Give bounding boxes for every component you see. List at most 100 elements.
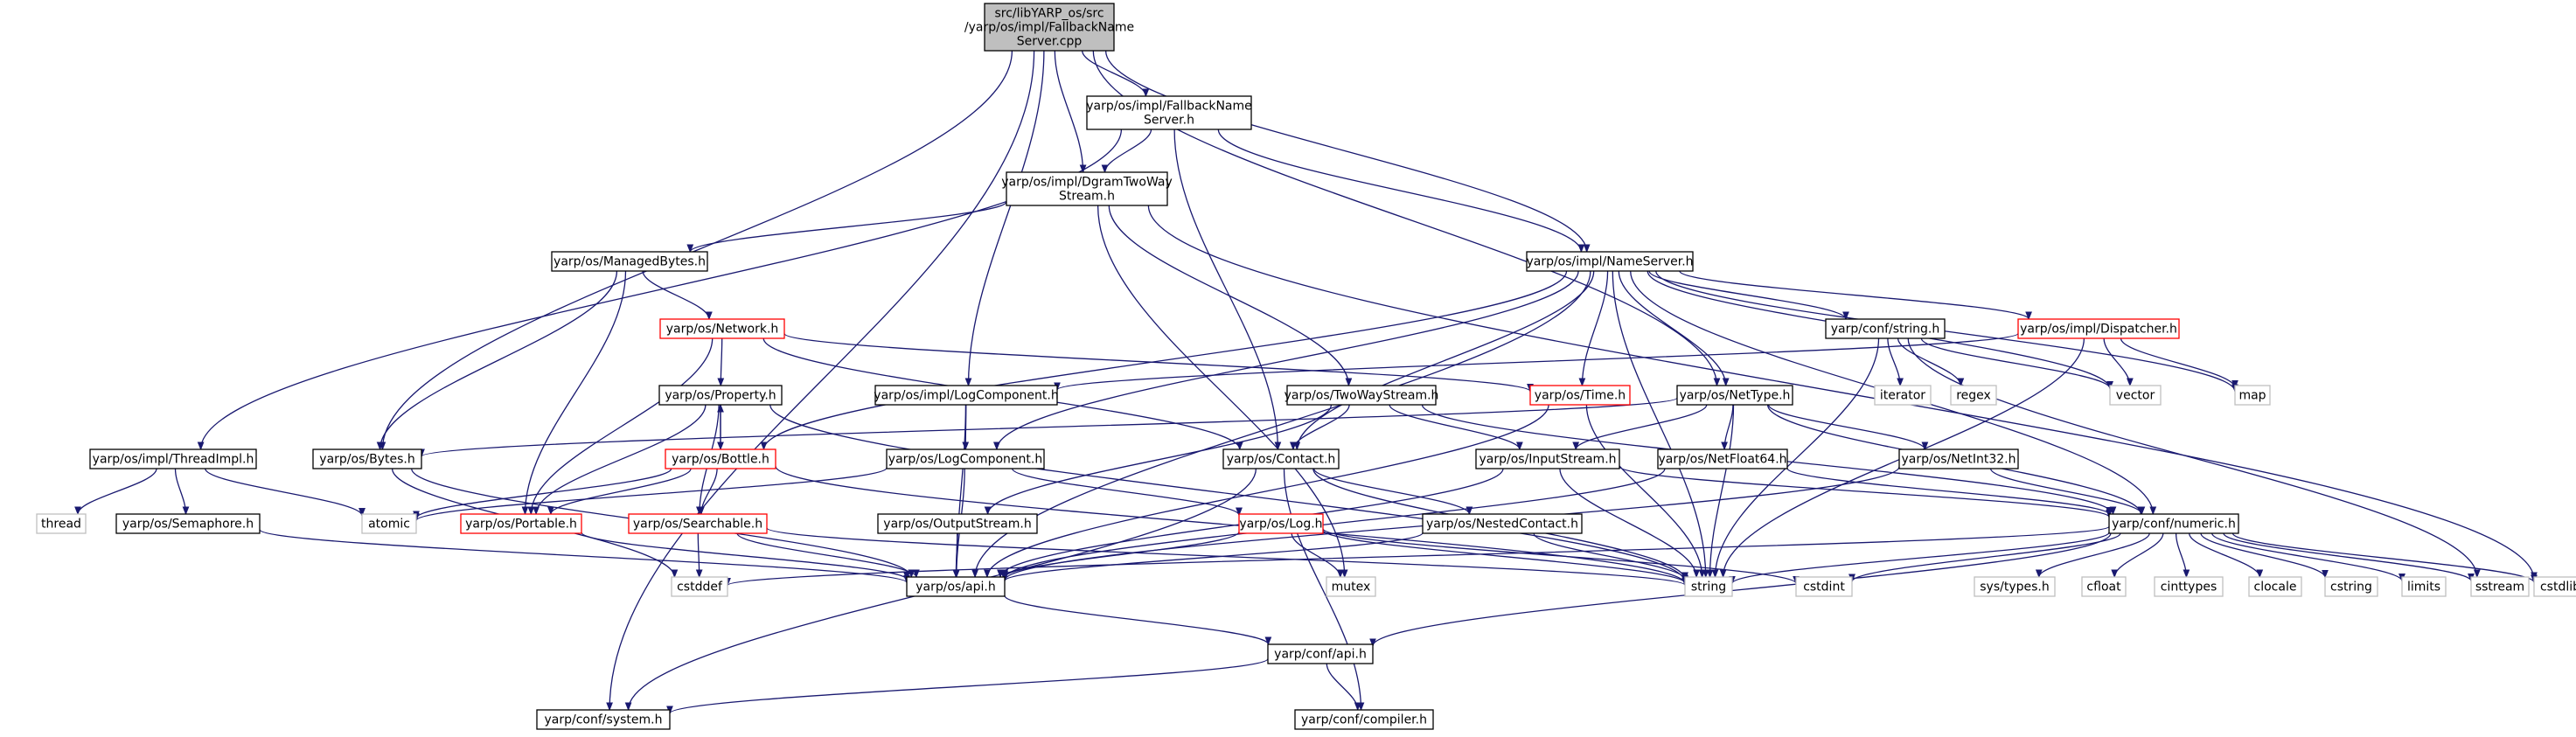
edge-time-to-string — [1585, 404, 1702, 577]
edge-nettype-to-bytes — [421, 397, 1678, 456]
node-threadimpl[interactable]: yarp/os/impl/ThreadImpl.h — [89, 448, 257, 469]
node-searchable[interactable]: yarp/os/Searchable.h — [628, 513, 768, 534]
node-label-bytes: yarp/os/Bytes.h — [319, 453, 414, 467]
node-bytes[interactable]: yarp/os/Bytes.h — [312, 448, 422, 469]
node-nestedcontact[interactable]: yarp/os/NestedContact.h — [1422, 513, 1583, 534]
node-cinttypes: cinttypes — [2154, 576, 2224, 597]
node-property[interactable]: yarp/os/Property.h — [658, 385, 783, 406]
node-box-threadimpl — [89, 448, 257, 469]
node-label-regex: regex — [1956, 389, 1991, 403]
edge-netint32-to-numeric — [1989, 468, 2142, 514]
node-netfloat64[interactable]: yarp/os/NetFloat64.h — [1657, 448, 1788, 469]
node-box-string — [1684, 576, 1733, 597]
node-box-atomic — [361, 513, 417, 534]
edge-numeric-to-cfloat — [2114, 532, 2164, 577]
edge-logcomp-to-log — [1012, 468, 1239, 515]
edge-log-to-api — [1005, 531, 1240, 578]
edge-property-to-portable — [536, 404, 707, 514]
node-confsystem[interactable]: yarp/conf/system.h — [536, 709, 671, 730]
node-label-api: yarp/os/api.h — [916, 581, 995, 594]
edge-threadimpl-to-semaphore — [174, 468, 186, 514]
node-root[interactable]: src/libYARP_os/src/yarp/os/impl/Fallback… — [964, 3, 1134, 52]
edge-twowaystream-to-outputstream — [988, 404, 1333, 514]
node-log[interactable]: yarp/os/Log.h — [1238, 513, 1324, 534]
edge-netfloat64-to-api — [1005, 468, 1666, 579]
edge-outputstream-to-api — [956, 532, 957, 577]
node-cstring: cstring — [2324, 576, 2378, 597]
node-box-dgram — [1006, 171, 1168, 206]
node-label-clocale: clocale — [2254, 581, 2297, 594]
node-box-log — [1238, 513, 1324, 534]
edge-nettype-to-string — [1710, 404, 1735, 577]
edge-root-to-dgram — [1054, 50, 1083, 172]
edge-numeric-to-limits — [2211, 532, 2402, 581]
node-managedbytes[interactable]: yarp/os/ManagedBytes.h — [551, 251, 708, 272]
node-confapi[interactable]: yarp/conf/api.h — [1267, 643, 1374, 664]
edge-twowaystream-to-inputstream — [1389, 404, 1520, 449]
node-time[interactable]: yarp/os/Time.h — [1529, 385, 1631, 406]
node-bottle[interactable]: yarp/os/Bottle.h — [665, 448, 776, 469]
edge-nameserver-to-confstring — [1648, 270, 1846, 319]
edge-dgram-to-twowaystream — [1108, 205, 1348, 386]
edge-log-to-mutex — [1291, 532, 1340, 577]
node-label-property: yarp/os/Property.h — [665, 389, 776, 403]
edge-numeric-to-cinttypes — [2175, 532, 2187, 577]
edge-fallback_h-to-dgram — [1105, 129, 1152, 172]
node-network[interactable]: yarp/os/Network.h — [659, 318, 785, 339]
node-atomic: atomic — [361, 513, 417, 534]
node-numeric[interactable]: yarp/conf/numeric.h — [2108, 513, 2239, 534]
edge-numeric-to-clocale — [2189, 532, 2260, 577]
node-box-iterator — [1874, 385, 1932, 406]
node-label-cstring: cstring — [2330, 581, 2372, 594]
node-semaphore[interactable]: yarp/os/Semaphore.h — [115, 513, 261, 534]
node-box-mutex — [1326, 576, 1376, 597]
edge-confstring-to-vector — [1920, 337, 2110, 388]
node-layer: src/libYARP_os/src/yarp/os/impl/Fallback… — [36, 3, 2576, 730]
node-box-property — [658, 385, 783, 406]
node-confcompiler[interactable]: yarp/conf/compiler.h — [1294, 709, 1434, 730]
node-label-limits: limits — [2407, 581, 2440, 594]
node-dispatcher[interactable]: yarp/os/impl/Dispatcher.h — [2017, 318, 2180, 339]
edge-nameserver-to-logcomp — [997, 270, 1579, 449]
node-label-root-line-1: src/libYARP_os/src — [994, 7, 1104, 21]
node-label-sstream: sstream — [2475, 581, 2524, 594]
node-twowaystream[interactable]: yarp/os/TwoWayStream.h — [1285, 385, 1439, 406]
edge-confstring-to-sstream — [1907, 337, 2477, 577]
node-label-confsystem: yarp/conf/system.h — [545, 713, 663, 727]
node-box-logcomp_impl — [874, 385, 1058, 406]
node-portable[interactable]: yarp/os/Portable.h — [460, 513, 582, 534]
node-label-fallback_h-line-1: yarp/os/impl/FallbackName — [1086, 100, 1252, 114]
node-api[interactable]: yarp/os/api.h — [906, 576, 1006, 597]
edge-nameserver-to-bottle — [764, 270, 1568, 449]
node-nettype[interactable]: yarp/os/NetType.h — [1676, 385, 1793, 406]
node-logcomp[interactable]: yarp/os/LogComponent.h — [886, 448, 1045, 469]
edge-dispatcher-to-logcomp_impl — [1057, 332, 2019, 390]
node-logcomp_impl[interactable]: yarp/os/impl/LogComponent.h — [874, 385, 1059, 406]
node-confstring[interactable]: yarp/conf/string.h — [1825, 318, 1946, 339]
node-label-threadimpl: yarp/os/impl/ThreadImpl.h — [93, 453, 254, 467]
node-systypes: sys/types.h — [1974, 576, 2056, 597]
node-inputstream[interactable]: yarp/os/InputStream.h — [1475, 448, 1620, 469]
edge-netfloat64-to-numeric — [1786, 468, 2109, 515]
edge-threadimpl-to-atomic — [205, 468, 362, 516]
node-outputstream[interactable]: yarp/os/OutputStream.h — [877, 513, 1038, 534]
edge-property-to-string — [769, 404, 1685, 582]
node-netint32[interactable]: yarp/os/NetInt32.h — [1898, 448, 2019, 469]
node-sstream: sstream — [2470, 576, 2530, 597]
edge-searchable-to-cstddef — [698, 532, 699, 577]
edge-numeric-to-cstring — [2200, 532, 2325, 577]
node-contact[interactable]: yarp/os/Contact.h — [1222, 448, 1340, 469]
node-nameserver[interactable]: yarp/os/impl/NameServer.h — [1526, 251, 1694, 272]
node-box-numeric — [2108, 513, 2239, 534]
edge-inputstream-to-numeric — [1619, 465, 2109, 518]
node-box-nestedcontact — [1422, 513, 1583, 534]
edge-nameserver-to-map — [1655, 270, 2235, 392]
node-box-cstdlib — [2533, 576, 2576, 597]
node-box-logcomp — [886, 448, 1045, 469]
node-thread: thread — [36, 513, 87, 534]
edge-threadimpl-to-thread — [78, 468, 157, 514]
edge-numeric-to-cstdlib — [2231, 532, 2535, 583]
edge-root-to-fallback_h — [1082, 50, 1146, 96]
